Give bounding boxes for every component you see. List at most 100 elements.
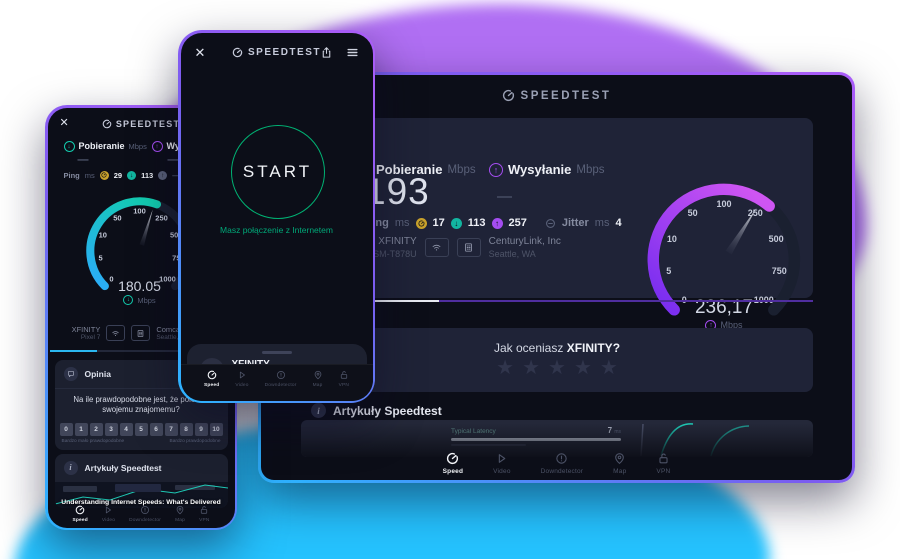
chat-icon — [63, 366, 78, 381]
feedback-heading: Opinia — [84, 368, 111, 379]
gauge-icon — [207, 370, 217, 380]
nav-item-video[interactable]: Video — [102, 505, 115, 523]
share-icon[interactable] — [320, 46, 333, 59]
download-value: — — [77, 153, 89, 166]
star-icon[interactable] — [496, 357, 514, 379]
nav-item-map[interactable]: Map — [175, 505, 185, 523]
upload-unit: Mbps — [576, 163, 605, 176]
close-icon[interactable]: ✕ — [194, 44, 206, 60]
rating-scale: 0 1 2 3 4 5 6 7 8 9 10 — [55, 423, 228, 437]
gauge-unit-label: Mbps — [720, 320, 743, 331]
isp-name: XFINITY — [378, 236, 417, 247]
start-button[interactable]: START — [230, 124, 325, 219]
ping-upload-icon — [158, 170, 168, 180]
gauge-tick: 500 — [169, 230, 183, 240]
nav-item-speed[interactable]: Speed — [204, 370, 219, 388]
jitter-unit: ms — [594, 217, 610, 229]
nav-item-video[interactable]: Video — [235, 370, 248, 388]
speedtest-logo-icon — [502, 89, 515, 102]
scale-4[interactable]: 4 — [119, 423, 133, 437]
ping-unit: ms — [84, 170, 95, 180]
info-icon: i — [311, 403, 326, 418]
scale-10[interactable]: 10 — [209, 423, 223, 437]
scale-9[interactable]: 9 — [194, 423, 208, 437]
scale-3[interactable]: 3 — [104, 423, 118, 437]
stat-bar — [451, 438, 621, 441]
gauge-tick: 50 — [687, 208, 698, 219]
jitter-label: Jitter — [561, 217, 589, 229]
connection-status-text: Masz połączenie z Internetem — [220, 224, 333, 235]
ping-unit: ms — [394, 217, 410, 229]
gauge-tick: 750 — [771, 265, 787, 276]
drag-handle-icon[interactable] — [261, 350, 292, 354]
stat-bar — [451, 443, 526, 446]
scale-1[interactable]: 1 — [74, 423, 88, 437]
star-icon[interactable] — [600, 357, 618, 379]
server-select-button[interactable] — [131, 325, 151, 342]
article-card[interactable]: Typical Latency 7 ms — [301, 420, 813, 457]
wifi-connection-button[interactable] — [424, 238, 449, 258]
close-icon[interactable]: ✕ — [59, 116, 69, 129]
scale-min-label: Bardzo mało prawdopodobne — [61, 439, 125, 445]
download-value: 193 — [365, 171, 430, 212]
article-card[interactable]: Understanding Internet Speeds: What's De… — [54, 481, 228, 508]
download-icon — [123, 295, 134, 306]
ping-idle-icon — [99, 170, 109, 180]
scale-5[interactable]: 5 — [134, 423, 148, 437]
upload-icon — [151, 140, 163, 152]
lock-icon — [199, 505, 209, 515]
article-stat-block: Typical Latency 7 ms — [451, 426, 621, 446]
ping-download-value: 113 — [141, 170, 154, 180]
scale-0[interactable]: 0 — [59, 423, 73, 437]
nav-item-vpn[interactable]: VPN — [339, 370, 349, 388]
gauge-tick: 100 — [133, 206, 146, 216]
phone-start-window: ✕ SPEEDTEST START Masz połączenie z Inte… — [178, 30, 375, 403]
server-select-button[interactable] — [456, 238, 481, 258]
server-name: Comcast — [156, 324, 186, 334]
gauge-tick: 250 — [747, 208, 763, 219]
stat-value: 7 — [607, 426, 613, 435]
menu-icon[interactable] — [346, 46, 359, 59]
nav-item-speed[interactable]: Speed — [72, 505, 88, 523]
ping-idle-icon — [415, 217, 427, 229]
alert-icon — [140, 505, 150, 515]
play-icon — [237, 370, 247, 380]
app-title: SPEEDTEST — [115, 118, 181, 129]
nav-item-video[interactable]: Video — [493, 452, 511, 475]
download-label-group: Pobieranie Mbps — [63, 140, 147, 152]
nav-item-map[interactable]: Map — [313, 370, 323, 388]
speed-gauge-upload: 0 5 10 50 100 250 500 750 1000 236,17 Mb… — [636, 172, 812, 348]
scale-2[interactable]: 2 — [89, 423, 103, 437]
nav-item-map[interactable]: Map — [613, 452, 626, 475]
test-progress-bar — [49, 349, 233, 352]
star-icon[interactable] — [574, 357, 592, 379]
isp-name: XFINITY — [71, 324, 101, 334]
star-icon[interactable] — [522, 357, 540, 379]
map-pin-icon — [613, 452, 626, 465]
ping-upload-value: — — [172, 170, 180, 180]
articles-heading-row: i Artykuły Speedtest — [311, 403, 442, 418]
scale-7[interactable]: 7 — [164, 423, 178, 437]
bottom-nav: Speed Video Downdetector Map VPN — [261, 452, 852, 475]
phone-start-header: ✕ SPEEDTEST — [194, 45, 360, 63]
nav-item-downdetector[interactable]: Downdetector — [541, 452, 584, 475]
gauge-tick: 500 — [768, 233, 784, 244]
ping-label: Ping — [63, 170, 80, 180]
play-icon — [495, 452, 508, 465]
star-icon[interactable] — [548, 357, 566, 379]
nav-item-downdetector[interactable]: Downdetector — [129, 505, 161, 523]
desktop-window: SPEEDTEST Pobieranie Mbps Wysyłanie Mbps… — [258, 72, 855, 483]
wifi-connection-button[interactable] — [106, 325, 126, 342]
upload-label-group: Wysyłanie Mbps — [489, 162, 604, 177]
rating-panel: Jak oceniasz XFINITY? — [301, 328, 813, 392]
nav-item-speed[interactable]: Speed — [443, 452, 464, 475]
scale-8[interactable]: 8 — [179, 423, 193, 437]
ping-upload-icon — [491, 217, 503, 229]
scale-6[interactable]: 6 — [149, 423, 163, 437]
gauge-icon — [75, 505, 85, 515]
nav-item-vpn[interactable]: VPN — [199, 505, 209, 523]
bottom-nav: Speed Video Downdetector Map VPN — [48, 505, 235, 523]
nav-item-downdetector[interactable]: Downdetector — [265, 370, 297, 388]
nav-item-vpn[interactable]: VPN — [656, 452, 670, 475]
alert-icon — [555, 452, 568, 465]
